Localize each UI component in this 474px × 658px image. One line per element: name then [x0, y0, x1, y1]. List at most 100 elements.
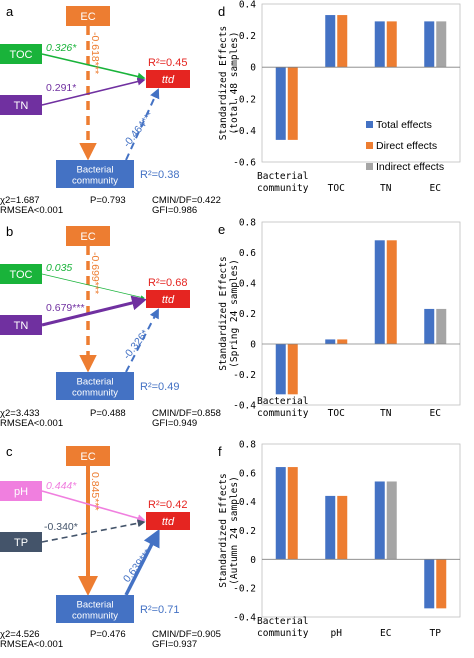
bar-total	[325, 495, 336, 560]
panel-letter: b	[6, 224, 13, 239]
bar-total	[275, 67, 286, 140]
x-tick-label: pH	[331, 628, 343, 639]
stat-rmsea: RMSEA<0.001	[0, 205, 63, 216]
node-tn-box	[0, 95, 42, 115]
x-tick-label: TN	[380, 408, 392, 419]
legend-label: Total effects	[376, 119, 432, 131]
path-x2-to-ttd	[41, 519, 146, 543]
y-tick-label: -0.4	[233, 401, 256, 412]
y-axis-label: Standardized Effects	[218, 26, 229, 140]
path-bacterial-to-ttd	[124, 528, 160, 596]
r2-ttd: R²=0.42	[148, 499, 187, 511]
node-toc-box	[0, 44, 42, 64]
bar-total	[374, 240, 385, 344]
bar-total	[424, 559, 435, 609]
panel-letter: c	[6, 444, 13, 459]
bar-direct	[386, 21, 397, 68]
y-tick-label: -0.4	[233, 126, 256, 137]
node-bacterial-community-box	[56, 595, 134, 623]
coef-x1-ttd: 0.444*	[46, 480, 77, 492]
x-tick-label: Bacterial	[257, 396, 308, 407]
bar-indirect	[436, 308, 447, 344]
y-axis-label: Standardized Effects	[218, 256, 229, 370]
bar-total	[275, 344, 286, 395]
node-toc-label: TOC	[9, 269, 32, 281]
stat-p: P=0.793	[90, 195, 126, 206]
y-tick-label: 0	[250, 340, 256, 351]
bar-direct	[287, 67, 298, 140]
panel-letter: a	[6, 4, 14, 19]
y-tick-label: 0.4	[239, 497, 256, 508]
y-tick-label: -0.2	[233, 584, 256, 595]
node-ec-label: EC	[80, 231, 95, 243]
panel-letter: f	[218, 444, 222, 459]
node-ec-box	[66, 446, 110, 466]
coef-x1-ttd: 0.326*	[46, 42, 77, 54]
bar-total	[275, 467, 286, 560]
y-tick-label: 0	[250, 555, 256, 566]
y-tick-label: -0.4	[233, 613, 256, 624]
coef-x2-ttd: 0.291*	[46, 82, 76, 94]
node-toc-label: TOC	[9, 49, 32, 61]
coef-bacterial-ttd: -0.464***	[121, 109, 156, 150]
node-bacterial-community-box	[56, 372, 134, 400]
plot-frame	[261, 3, 461, 163]
x-tick-label: Bacterial	[257, 616, 308, 627]
stat-chi2: χ2=1.687	[0, 195, 40, 206]
y-axis-label: Standardized Effects	[218, 473, 229, 587]
bar-direct	[337, 495, 348, 560]
bar-total	[374, 481, 385, 560]
x-tick-label: TOC	[328, 408, 345, 419]
path-bacterial-to-ttd	[125, 88, 160, 161]
legend: Total effects Direct effects Indirect effe…	[366, 119, 444, 173]
node-bacterial-community-label: Bacterial	[77, 377, 114, 388]
node-bacterial-community-label: community	[72, 388, 118, 399]
stat-gfi: GFI=0.949	[152, 418, 197, 429]
node-bacterial-community-label: Bacterial	[77, 600, 114, 611]
r2-bacterial: R²=0.49	[140, 381, 179, 393]
node-tp-box	[0, 532, 42, 552]
path-x1-to-ttd	[41, 490, 146, 523]
r2-bacterial: R²=0.38	[140, 169, 179, 181]
bar-direct	[386, 240, 397, 344]
bar-direct	[337, 339, 348, 344]
y-axis-label: (Autumn 24 samples)	[229, 476, 240, 585]
x-tick-label: Bacterial	[257, 171, 308, 182]
path-x2-to-ttd	[41, 295, 147, 327]
node-bacterial-community-label: community	[72, 611, 118, 622]
node-ec-label: EC	[80, 451, 95, 463]
coef-ec-bacterial: -0.618***	[89, 32, 101, 74]
stat-cmin-df: CMIN/DF=0.422	[152, 195, 221, 206]
node-tn-label: TN	[14, 100, 29, 112]
stat-cmin-df: CMIN/DF=0.858	[152, 408, 221, 419]
bar-direct	[337, 15, 348, 68]
legend-swatch	[366, 163, 373, 170]
stat-p: P=0.488	[90, 408, 126, 419]
stat-gfi: GFI=0.937	[152, 639, 197, 650]
panel-letter: e	[218, 222, 225, 237]
x-tick-label: EC	[380, 628, 391, 639]
node-ttd-box	[146, 290, 190, 308]
node-ttd-label: ttd	[162, 516, 175, 528]
coef-bacterial-ttd: -0.326*	[121, 328, 151, 362]
x-tick-label: TP	[430, 628, 442, 639]
stat-rmsea: RMSEA<0.001	[0, 418, 63, 429]
stat-cmin-df: CMIN/DF=0.905	[152, 629, 221, 640]
x-tick-label: community	[257, 408, 309, 419]
x-tick-label: community	[257, 183, 309, 194]
legend-label: Direct effects	[376, 140, 437, 152]
y-tick-label: -0.2	[233, 94, 256, 105]
panel-letter: d	[218, 4, 225, 19]
path-x1-to-ttd	[41, 53, 146, 81]
y-tick-label: 0	[250, 63, 256, 74]
x-tick-label: EC	[430, 408, 441, 419]
plot-frame	[261, 221, 461, 406]
path-x1-to-ttd	[41, 273, 145, 300]
path-x2-to-ttd	[41, 77, 146, 106]
y-tick-label: 0.2	[239, 31, 256, 42]
x-tick-label: TOC	[328, 183, 345, 194]
bar-chart-d: d 0.4 0.2 0 -0.2 -0.4 -0.6 Standardized Effects…	[218, 0, 461, 194]
node-tp-label: TP	[14, 537, 28, 549]
